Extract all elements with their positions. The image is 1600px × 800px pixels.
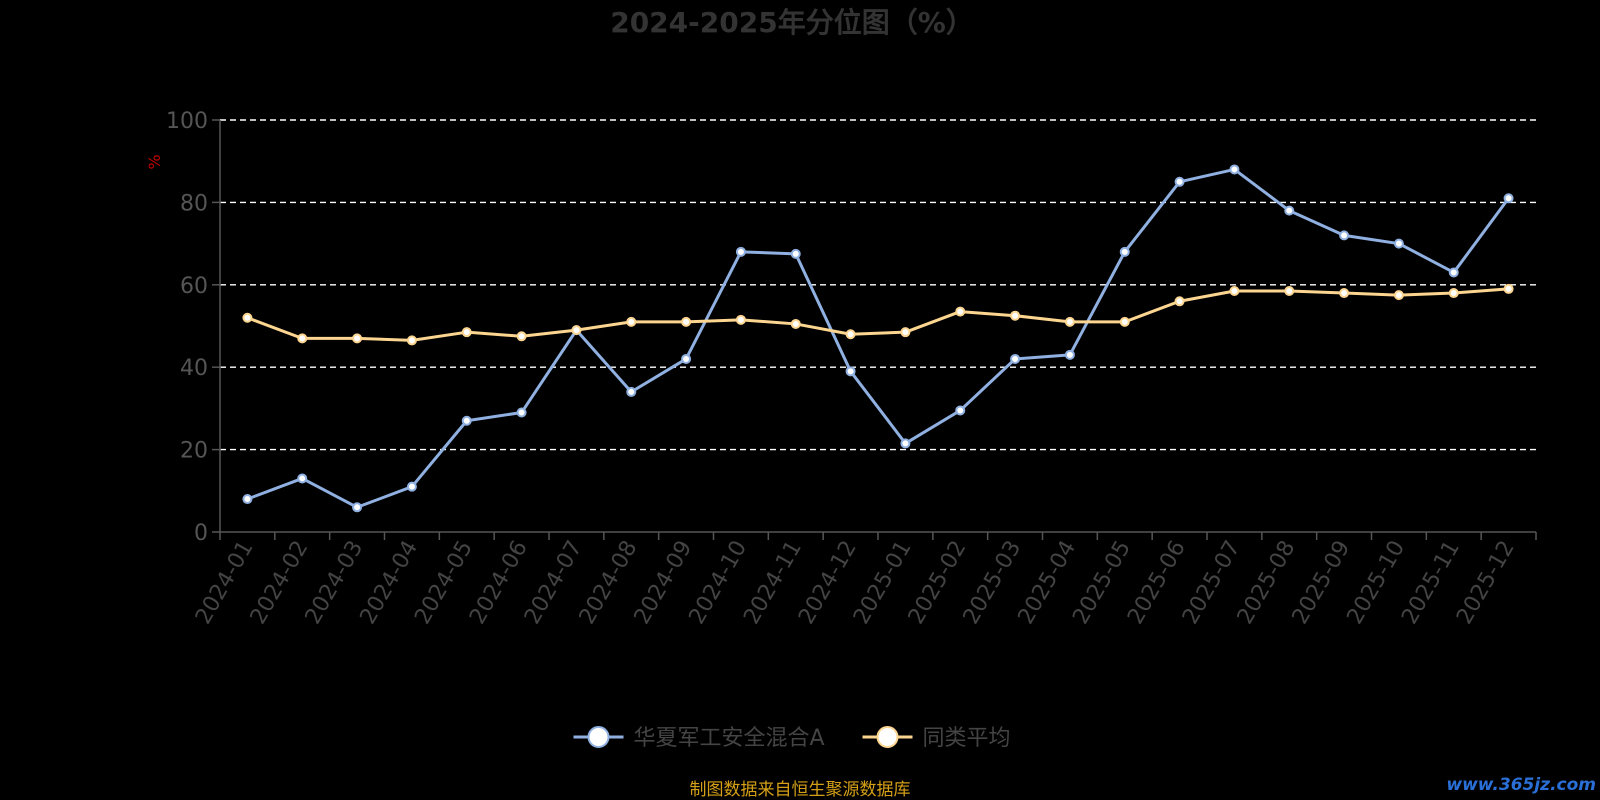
series-1 xyxy=(242,283,1514,346)
data-point xyxy=(461,327,472,338)
data-point xyxy=(516,407,527,418)
legend-swatch-marker xyxy=(876,726,899,748)
data-point xyxy=(297,333,308,344)
data-point xyxy=(1503,283,1514,294)
y-tick-label: 40 xyxy=(180,356,208,381)
data-point xyxy=(1284,205,1295,216)
data-point xyxy=(1174,296,1185,307)
series-line xyxy=(246,287,1509,342)
data-point xyxy=(1064,349,1075,360)
data-point xyxy=(1119,246,1130,257)
y-axis-ticks: 0 20 40 60 80 100 xyxy=(166,109,220,546)
data-point xyxy=(571,325,582,336)
data-point xyxy=(242,494,253,505)
y-tick-label: 20 xyxy=(180,439,208,464)
data-point xyxy=(1339,288,1350,299)
legend-item-0[interactable]: 华夏军工安全混合A xyxy=(573,726,825,751)
data-point xyxy=(1339,230,1350,241)
data-point xyxy=(516,331,527,342)
series-group xyxy=(242,164,1514,513)
data-point xyxy=(735,314,746,325)
series-line xyxy=(246,167,1510,509)
data-point xyxy=(735,246,746,257)
data-point xyxy=(1010,310,1021,321)
data-point xyxy=(1010,353,1021,364)
data-point xyxy=(626,316,637,327)
data-point xyxy=(1503,193,1514,204)
data-point xyxy=(1229,164,1240,175)
data-point xyxy=(845,329,856,340)
data-point xyxy=(1393,290,1404,301)
data-point xyxy=(1448,267,1459,278)
axes xyxy=(219,120,1536,533)
gridlines xyxy=(220,119,1536,451)
data-point xyxy=(297,473,308,484)
data-point xyxy=(900,438,911,449)
data-point xyxy=(1174,176,1185,187)
data-point xyxy=(1448,288,1459,299)
data-source-note: 制图数据来自恒生聚源数据库 xyxy=(690,780,911,800)
legend-label: 同类平均 xyxy=(923,726,1011,751)
x-axis-ticks: 2024-012024-022024-032024-042024-052024-… xyxy=(191,532,1537,629)
data-point xyxy=(352,333,363,344)
y-tick-label: 100 xyxy=(166,109,208,134)
data-point xyxy=(1393,238,1404,249)
data-point xyxy=(1229,285,1240,296)
data-point xyxy=(406,481,417,492)
data-point xyxy=(1064,316,1075,327)
data-point xyxy=(461,415,472,426)
data-point xyxy=(1119,316,1130,327)
data-point xyxy=(900,327,911,338)
data-point xyxy=(352,502,363,513)
data-point xyxy=(955,405,966,416)
data-point xyxy=(790,318,801,329)
series-0 xyxy=(242,164,1514,513)
data-point xyxy=(955,306,966,317)
data-point xyxy=(242,312,253,323)
y-axis-unit-label: % xyxy=(145,154,164,169)
data-point xyxy=(626,386,637,397)
site-watermark: www.365jz.com xyxy=(1446,775,1596,795)
data-point xyxy=(681,316,692,327)
legend-item-1[interactable]: 同类平均 xyxy=(862,726,1011,751)
legend-label: 华夏军工安全混合A xyxy=(634,726,825,751)
y-tick-label: 80 xyxy=(180,191,208,216)
data-point xyxy=(845,366,856,377)
y-tick-label: 0 xyxy=(194,521,208,546)
legend-swatch-marker xyxy=(587,726,610,748)
chart-title: 2024-2025年分位图（%） xyxy=(610,6,974,39)
data-point xyxy=(790,248,801,259)
data-point xyxy=(406,335,417,346)
data-point xyxy=(681,353,692,364)
data-point xyxy=(1284,285,1295,296)
legend[interactable]: 华夏军工安全混合A 同类平均 xyxy=(573,726,1011,751)
y-tick-label: 60 xyxy=(180,274,208,299)
